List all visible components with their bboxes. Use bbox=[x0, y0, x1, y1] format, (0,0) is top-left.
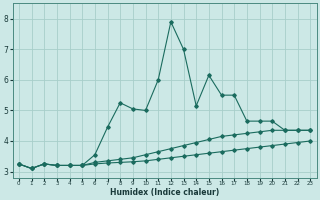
X-axis label: Humidex (Indice chaleur): Humidex (Indice chaleur) bbox=[110, 188, 219, 197]
